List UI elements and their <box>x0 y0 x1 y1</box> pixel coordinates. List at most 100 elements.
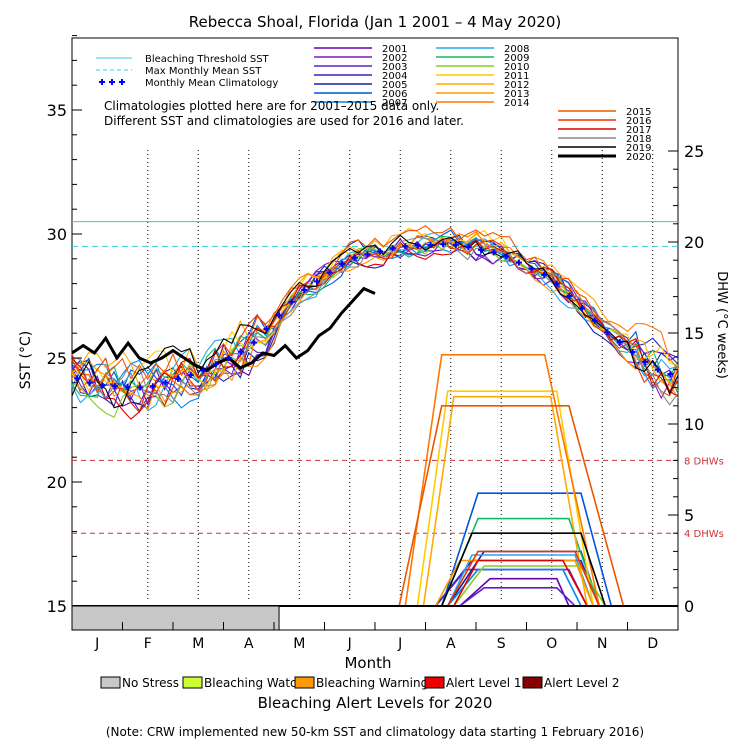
legend-year-label: 2012 <box>504 80 529 91</box>
no-stress-bar <box>71 605 280 631</box>
climatology-marker <box>414 242 421 249</box>
climatology-marker <box>667 370 674 377</box>
y-right-tick-label: 15 <box>684 324 704 343</box>
dhw-series <box>72 353 678 607</box>
legend-ref-label: Max Monthly Mean SST <box>145 66 262 77</box>
alert-swatch <box>294 676 315 689</box>
legend-year-label: 2006 <box>382 89 407 100</box>
legend-year-label: 2016 <box>626 116 651 127</box>
dhw-reference-label: 8 DHWs <box>684 456 724 467</box>
climatology-marker <box>99 382 106 389</box>
climatology-marker <box>263 325 270 332</box>
climatology-marker <box>250 339 257 346</box>
legend-year-label: 2003 <box>382 62 407 73</box>
legend-ref-label: Bleaching Threshold SST <box>145 54 270 65</box>
sst-series <box>71 225 679 420</box>
climatology-marker <box>212 361 219 368</box>
climatology-marker <box>503 253 510 260</box>
legend-year-label: 2002 <box>382 53 407 64</box>
legend-year-label: 2001 <box>382 44 407 55</box>
alert-label: Bleaching Watch <box>204 676 304 690</box>
x-tick-label: N <box>597 636 607 652</box>
y-left-tick-label: 15 <box>47 597 67 616</box>
legend-year-label: 2005 <box>382 80 407 91</box>
climatology-marker <box>288 298 295 305</box>
climatology-note-1: Climatologies plotted here are for 2001–… <box>104 99 439 113</box>
climatology-marker <box>149 383 156 390</box>
climatology-markers <box>74 241 674 391</box>
climatology-marker <box>629 349 636 356</box>
alert-level-legend: No Stress Bleaching Watch Bleaching Warnin… <box>100 676 620 690</box>
climatology-marker <box>541 271 548 278</box>
y-left-tick-label: 25 <box>47 349 67 368</box>
x-tick-label: S <box>497 636 506 652</box>
plot-frame <box>71 37 679 631</box>
climatology-marker <box>200 367 207 374</box>
climatology-marker <box>579 305 586 312</box>
climatology-marker <box>478 246 485 253</box>
climatology-marker <box>111 383 118 390</box>
climatology-marker <box>301 287 308 294</box>
x-tick-label: J <box>397 636 402 652</box>
legend-year-label: 2008 <box>504 44 529 55</box>
legend-year-label: 2004 <box>382 71 407 82</box>
climatology-marker <box>187 372 194 379</box>
x-tick-label: D <box>647 636 658 652</box>
x-tick-label: A <box>244 636 254 652</box>
x-tick-label: M <box>293 636 305 652</box>
climatology-marker <box>515 259 522 266</box>
sst-line-2018 <box>71 236 679 406</box>
x-tick-label: M <box>192 636 204 652</box>
alert-label: No Stress <box>122 676 179 690</box>
climatology-marker <box>326 269 333 276</box>
alert-title: Bleaching Alert Levels for 2020 <box>258 694 493 712</box>
legend-year-label: 2007 <box>382 98 407 109</box>
climatology-note-2: Different SST and climatologies are used… <box>104 114 464 128</box>
climatology-marker <box>591 317 598 324</box>
climatology-marker <box>654 366 661 373</box>
legend-year-label: 2017 <box>626 125 651 136</box>
y-left-label: SST (°C) <box>18 331 34 389</box>
alert-label: Alert Level 1 <box>446 676 522 690</box>
legend-year-label: 2015 <box>626 107 651 118</box>
y-left-tick-label: 35 <box>47 101 67 120</box>
y-left-tick-label: 30 <box>47 225 67 244</box>
sst-line-2013 <box>71 237 679 411</box>
legend-year-label: 2013 <box>504 89 529 100</box>
sst-line-2012 <box>71 227 679 388</box>
sst-line-2015 <box>71 225 679 397</box>
sst-line-2019 <box>71 234 679 409</box>
climatology-marker <box>553 280 560 287</box>
climatology-marker <box>616 339 623 346</box>
alert-swatch <box>522 676 543 689</box>
legend-year-label: 2019 <box>626 143 651 154</box>
climatology-marker <box>642 358 649 365</box>
climatology-marker <box>313 278 320 285</box>
climatology-marker <box>465 244 472 251</box>
y-right-tick-label: 5 <box>684 506 694 525</box>
climatology-marker <box>440 241 447 248</box>
y-right-tick-label: 10 <box>684 415 704 434</box>
climatology-marker <box>238 348 245 355</box>
climatology-marker <box>377 248 384 255</box>
x-tick-label: O <box>546 636 557 652</box>
x-tick-label: J <box>94 636 99 652</box>
climatology-marker <box>225 355 232 361</box>
legend-year-label: 2011 <box>504 71 529 82</box>
y-left-tick-label: 20 <box>47 473 67 492</box>
climatology-marker <box>427 241 434 248</box>
legend-year-label: 2014 <box>504 98 529 109</box>
y-right-tick-label: 0 <box>684 597 694 616</box>
climatology-marker <box>137 384 144 391</box>
y-right-tick-label: 25 <box>684 142 704 161</box>
footer-note: (Note: CRW implemented new 50-km SST and… <box>106 725 644 739</box>
sst-line-2020 <box>71 286 376 373</box>
axes: 15 20 25 30 35 0 5 10 15 20 25 J F M A M J J A S O N D <box>47 35 704 652</box>
climatology-marker <box>364 251 371 258</box>
x-tick-label: J <box>347 636 352 652</box>
climatology-marker <box>402 243 409 250</box>
alert-swatch <box>424 676 445 689</box>
climatology-marker <box>566 293 573 299</box>
